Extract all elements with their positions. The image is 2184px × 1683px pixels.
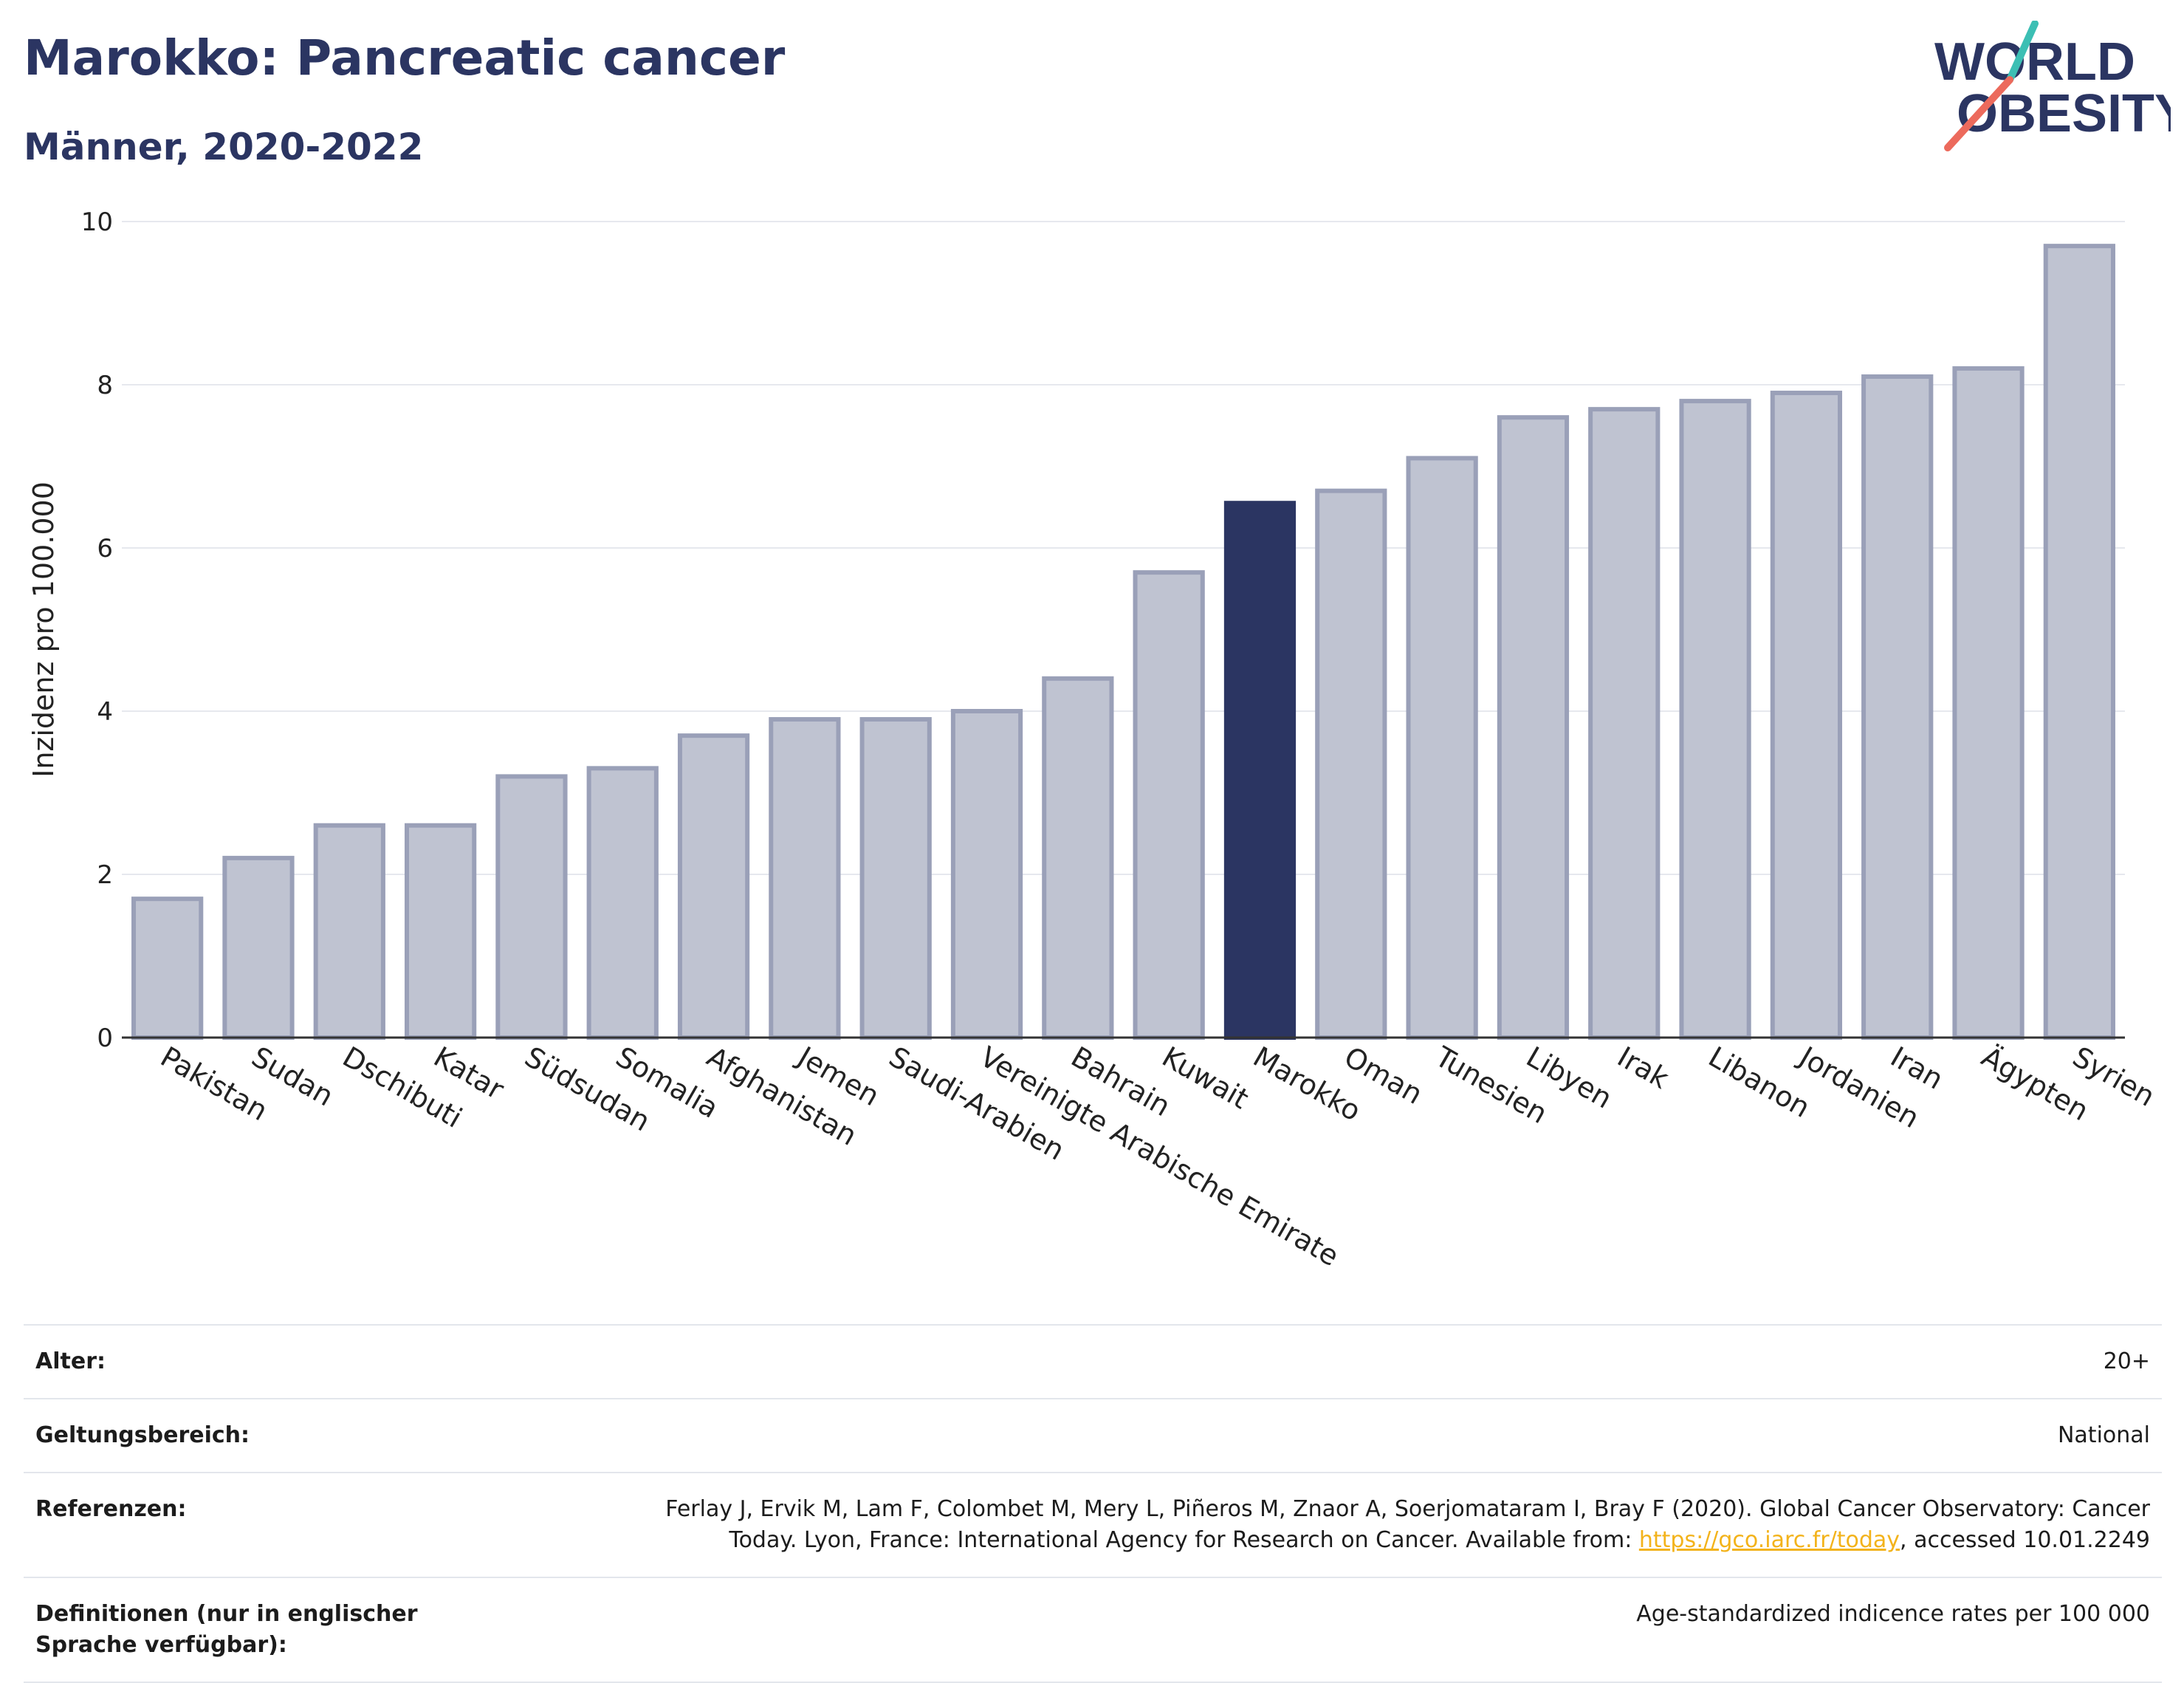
x-tick-label: Libanon — [1703, 1041, 1816, 1124]
logo-word-world: WORLD — [1934, 32, 2135, 92]
gco-link[interactable]: https://gco.iarc.fr/today — [1638, 1527, 1900, 1553]
info-row-scope: Geltungsbereich: National — [24, 1398, 2162, 1473]
bar-jemen — [769, 717, 841, 1040]
world-obesity-logo: WORLD OBESITY — [1934, 21, 2171, 151]
bar-dschibuti — [313, 823, 385, 1040]
references-text-3: , accessed 10.01.2249 — [1900, 1527, 2150, 1553]
bar-katar — [404, 823, 477, 1040]
bar-vereinigte-arabische-emirate — [950, 709, 1023, 1040]
bar-kuwait — [1133, 570, 1205, 1040]
chart-subtitle: Männer, 2020-2022 — [24, 126, 424, 168]
logo-slash-teal — [2006, 21, 2039, 83]
bar-irak — [1588, 407, 1661, 1040]
age-label: Alter: — [24, 1324, 535, 1399]
references-text-2: Today. Lyon, France: International Agenc… — [729, 1527, 1639, 1553]
bar-saudi-arabien — [859, 717, 932, 1040]
definitions-label: Definitionen (nur in englischer Sprache … — [24, 1577, 535, 1683]
x-tick-label: Kuwait — [1157, 1041, 1254, 1116]
info-table: Alter: 20+ Geltungsbereich: National Ref… — [24, 1324, 2162, 1683]
y-tick-label: 0 — [97, 1024, 113, 1053]
bar-bahrain — [1042, 676, 1114, 1040]
bar-südsudan — [495, 774, 568, 1041]
references-label: Referenzen: — [24, 1472, 535, 1578]
bar-pakistan — [131, 897, 204, 1041]
y-axis-label: Inzidenz pro 100.000 — [27, 481, 60, 778]
bar-marokko — [1223, 501, 1297, 1040]
bar-ägypten — [1952, 366, 2025, 1040]
bar-afghanistan — [677, 733, 750, 1041]
x-tick-label: Irak — [1612, 1041, 1674, 1095]
y-tick-label: 8 — [97, 371, 113, 400]
info-row-definitions: Definitionen (nur in englischer Sprache … — [24, 1577, 2162, 1683]
bars — [131, 244, 2115, 1041]
bar-somalia — [586, 766, 659, 1040]
bar-tunesien — [1406, 456, 1478, 1040]
bar-sudan — [222, 855, 295, 1041]
x-tick-label: Iran — [1885, 1041, 1948, 1096]
y-tick-label: 6 — [97, 534, 113, 563]
y-tick-label: 10 — [81, 208, 113, 237]
definitions-value: Age-standardized indicence rates per 100… — [535, 1577, 2162, 1683]
y-tick-label: 2 — [97, 860, 113, 890]
bar-libanon — [1679, 399, 1751, 1040]
age-value: 20+ — [535, 1324, 2162, 1399]
y-tick-label: 4 — [97, 697, 113, 727]
bar-libyen — [1497, 415, 1570, 1040]
bar-oman — [1315, 488, 1387, 1040]
scope-value: National — [535, 1398, 2162, 1473]
bar-syrien — [2043, 244, 2115, 1040]
info-row-references: Referenzen: Ferlay J, Ervik M, Lam F, Co… — [24, 1472, 2162, 1578]
y-axis-ticks: 0 2 4 6 8 10 — [81, 208, 113, 1053]
chart-title: Marokko: Pancreatic cancer — [24, 30, 786, 86]
scope-label: Geltungsbereich: — [24, 1398, 535, 1473]
bar-iran — [1861, 374, 1934, 1040]
bar-jordanien — [1770, 391, 1843, 1040]
info-row-age: Alter: 20+ — [24, 1324, 2162, 1399]
references-text-1: Ferlay J, Ervik M, Lam F, Colombet M, Me… — [665, 1496, 2150, 1522]
references-value: Ferlay J, Ervik M, Lam F, Colombet M, Me… — [535, 1472, 2162, 1578]
logo-slash-coral — [1944, 76, 2013, 151]
